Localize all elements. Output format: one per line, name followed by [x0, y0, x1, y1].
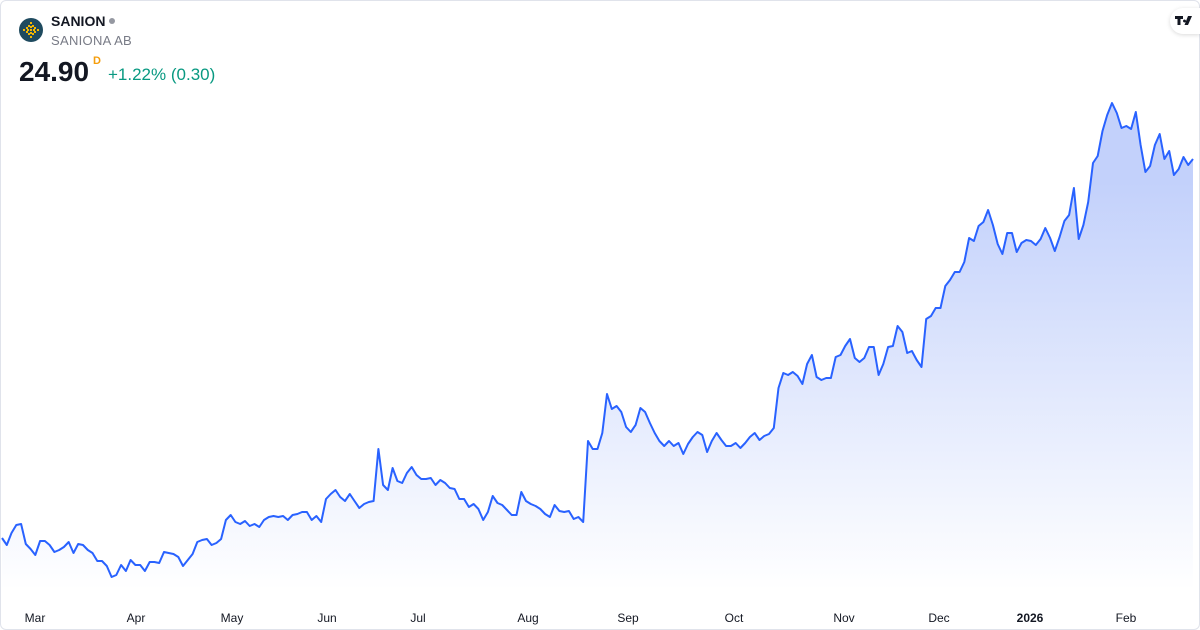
x-tick-label: Nov: [833, 611, 854, 625]
market-status-dot-icon: [109, 18, 116, 24]
x-tick-label: Aug: [517, 611, 538, 625]
last-price: 24.90: [19, 56, 90, 87]
x-tick-label: Jul: [410, 611, 425, 625]
x-tick-label: Apr: [127, 611, 146, 625]
symbol-ticker[interactable]: SANION: [51, 13, 116, 29]
x-tick-label: Jun: [317, 611, 336, 625]
tradingview-logo-icon[interactable]: [1170, 8, 1200, 34]
x-tick-label: Mar: [25, 611, 46, 625]
x-tick-label: 2026: [1017, 611, 1044, 625]
symbol-text: SANION: [51, 13, 106, 29]
price-change: +1.22% (0.30): [108, 65, 216, 84]
saniona-logo-icon: [19, 18, 43, 42]
company-name: SANIONA AB: [51, 33, 133, 48]
price-line: [1, 102, 1194, 578]
x-tick-label: Feb: [1116, 611, 1137, 625]
interval-badge: D: [93, 55, 101, 67]
x-tick-label: Dec: [928, 611, 949, 625]
price-area-fill: [2, 103, 1193, 590]
x-tick-label: Oct: [725, 611, 744, 625]
x-tick-label: Sep: [617, 611, 639, 625]
x-tick-label: May: [221, 611, 244, 625]
